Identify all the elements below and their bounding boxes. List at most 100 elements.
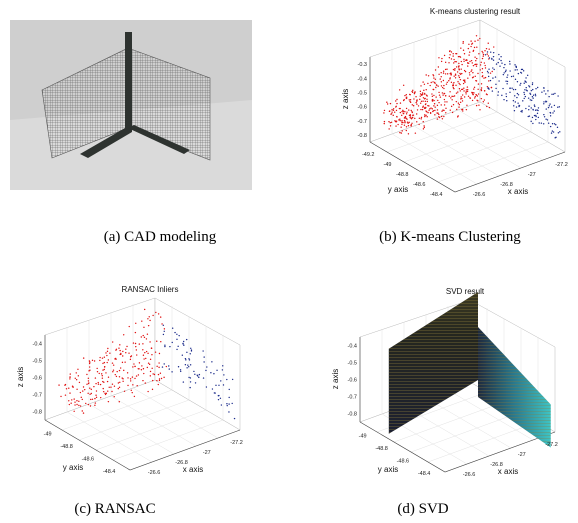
point [86, 373, 88, 376]
point [164, 344, 166, 346]
point [438, 57, 440, 59]
point [82, 390, 84, 392]
point [523, 97, 525, 100]
point [505, 95, 508, 98]
point [425, 106, 427, 109]
point [202, 377, 205, 379]
point [545, 100, 548, 103]
point [405, 97, 407, 99]
x-tick-label: -26.6 [473, 192, 486, 198]
point [465, 93, 467, 95]
point [436, 109, 439, 111]
point [502, 87, 504, 90]
point [482, 75, 484, 77]
point [157, 313, 160, 315]
point [477, 39, 479, 41]
point [162, 333, 165, 336]
point [189, 386, 191, 389]
point [445, 107, 447, 110]
point [399, 102, 402, 104]
point [552, 93, 555, 95]
point [91, 359, 94, 362]
point [455, 61, 457, 63]
y-tick-label: -48.6 [397, 458, 410, 464]
point [398, 89, 401, 91]
point [443, 84, 445, 87]
point [425, 94, 428, 96]
point [455, 92, 458, 94]
grid [61, 389, 173, 431]
point [396, 98, 398, 101]
point [481, 57, 484, 60]
point [189, 381, 192, 383]
point [460, 88, 463, 91]
point [163, 328, 166, 330]
point [123, 390, 126, 392]
point [226, 403, 228, 405]
z-tick-label: -0.4 [358, 76, 367, 82]
point [214, 392, 216, 394]
point [144, 351, 146, 354]
point [423, 89, 425, 92]
point [549, 125, 552, 128]
point [416, 109, 419, 111]
point [402, 110, 405, 113]
point [73, 398, 75, 400]
point [528, 109, 530, 111]
point [488, 48, 490, 50]
point [128, 325, 130, 328]
point [142, 379, 144, 382]
point [460, 68, 462, 70]
point [129, 378, 132, 380]
point [509, 63, 511, 65]
x-tick-label: -27 [528, 172, 536, 178]
point [536, 112, 539, 115]
point [450, 51, 453, 53]
point [99, 359, 101, 362]
point [424, 115, 426, 118]
point [118, 386, 121, 389]
point [163, 376, 165, 379]
point [189, 377, 192, 379]
point [465, 91, 468, 93]
point [478, 53, 480, 55]
point [105, 352, 107, 354]
point [448, 50, 451, 53]
point [554, 137, 556, 139]
point [438, 91, 440, 94]
point [473, 97, 476, 99]
point [189, 353, 191, 355]
point [412, 105, 415, 107]
point [471, 62, 473, 64]
point [420, 93, 423, 96]
point [149, 358, 152, 361]
point [228, 403, 230, 405]
point [85, 402, 87, 405]
point [440, 60, 443, 63]
point [440, 104, 442, 106]
point [391, 111, 393, 113]
point [516, 96, 518, 99]
point [228, 388, 230, 391]
point [439, 78, 441, 80]
point [146, 366, 149, 369]
point [143, 358, 145, 360]
point [87, 380, 90, 382]
point [553, 110, 555, 112]
point [424, 93, 426, 95]
point [431, 108, 434, 110]
point [537, 116, 540, 119]
point [414, 132, 417, 134]
point [525, 86, 527, 89]
point [483, 77, 485, 79]
point [108, 386, 110, 389]
point [505, 80, 507, 82]
point [482, 53, 485, 56]
point [196, 374, 198, 376]
point [74, 377, 76, 379]
point [95, 394, 97, 396]
point [503, 66, 505, 69]
point [137, 374, 140, 376]
point [149, 370, 152, 373]
